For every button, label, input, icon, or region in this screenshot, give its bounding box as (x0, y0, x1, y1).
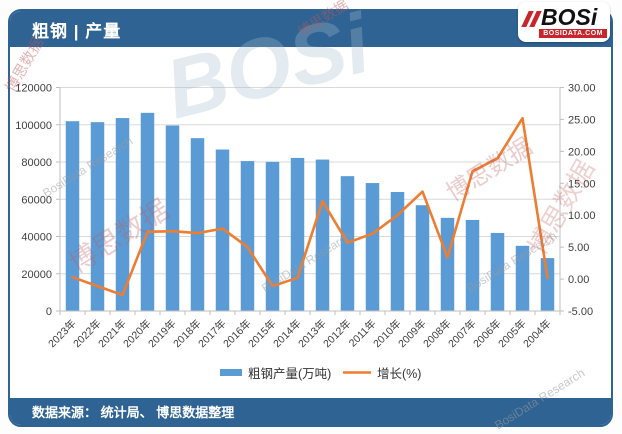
logo-stripes-icon (521, 11, 542, 27)
legend-line-label: 增长(%) (377, 366, 421, 381)
bar-2013年 (315, 159, 330, 311)
right-axis-label: -5.00 (568, 306, 593, 318)
bar-2023年 (65, 121, 80, 312)
right-axis-label: 20.00 (568, 146, 596, 158)
bar-2019年 (165, 125, 180, 312)
right-axis-label: 5.00 (568, 242, 589, 254)
bar-2011年 (365, 183, 380, 311)
right-axis-label: 0.00 (568, 274, 589, 286)
bar-2015年 (265, 161, 280, 311)
gridlines (60, 87, 560, 275)
bar-2008年 (440, 217, 455, 311)
right-axis-label: 30.00 (568, 83, 596, 95)
x-axis-label: 2012年 (320, 317, 353, 350)
bar-2010年 (390, 191, 405, 311)
chart-card: 粗钢 | 产量 0 20000 40000 60000 80000 100000 12000… (8, 9, 613, 427)
legend-bar-label: 粗钢产量(万吨) (248, 367, 331, 381)
left-axis-label: 100000 (15, 120, 52, 132)
left-axis-label: 80000 (21, 157, 52, 169)
bar-2004年 (540, 258, 555, 311)
bar-2022年 (90, 122, 105, 311)
bar-2018年 (190, 138, 205, 311)
bar-2007年 (465, 219, 480, 311)
left-axis-label: 20000 (21, 269, 52, 281)
legend: 粗钢产量(万吨) 增长(%) (220, 366, 421, 381)
bar-2020年 (140, 112, 155, 311)
footer-bar: 数据来源： 统计局、 博思数据整理 (10, 398, 611, 425)
bosi-logo: BOSi BOSIDATA.COM (518, 2, 610, 42)
left-axis-label: 0 (46, 306, 52, 318)
axes (56, 87, 564, 315)
x-axis-label: 2004年 (520, 317, 553, 350)
chart-svg: 0 20000 40000 60000 80000 100000 120000 -5.00 0.… (15, 83, 596, 382)
bar-2021年 (115, 118, 130, 311)
bar-2005年 (515, 245, 530, 311)
right-axis-label: 10.00 (568, 210, 596, 222)
left-axis-label: 60000 (21, 194, 52, 206)
left-axis-label: 120000 (15, 83, 52, 95)
growth-line (71, 116, 549, 297)
data-source-text: 数据来源： 统计局、 博思数据整理 (32, 405, 235, 420)
legend-bar-swatch (220, 369, 242, 376)
bar-series (65, 112, 555, 312)
bar-2016年 (240, 161, 255, 311)
bar-2014年 (290, 157, 305, 311)
right-axis-label: 25.00 (568, 114, 596, 126)
logo-site-text: BOSIDATA.COM (539, 29, 607, 38)
bar-2017年 (215, 149, 230, 311)
page-title: 粗钢 | 产量 (32, 21, 122, 41)
right-axis-label: 15.00 (568, 178, 596, 190)
left-axis-label: 40000 (21, 232, 52, 244)
logo-brand-text: BOSi (541, 4, 598, 30)
chart-area: 0 20000 40000 60000 80000 100000 120000 -5.00 0.… (10, 47, 611, 398)
chart-header: 粗钢 | 产量 (10, 11, 611, 47)
bar-2009年 (415, 205, 430, 311)
bar-2006年 (490, 232, 505, 311)
